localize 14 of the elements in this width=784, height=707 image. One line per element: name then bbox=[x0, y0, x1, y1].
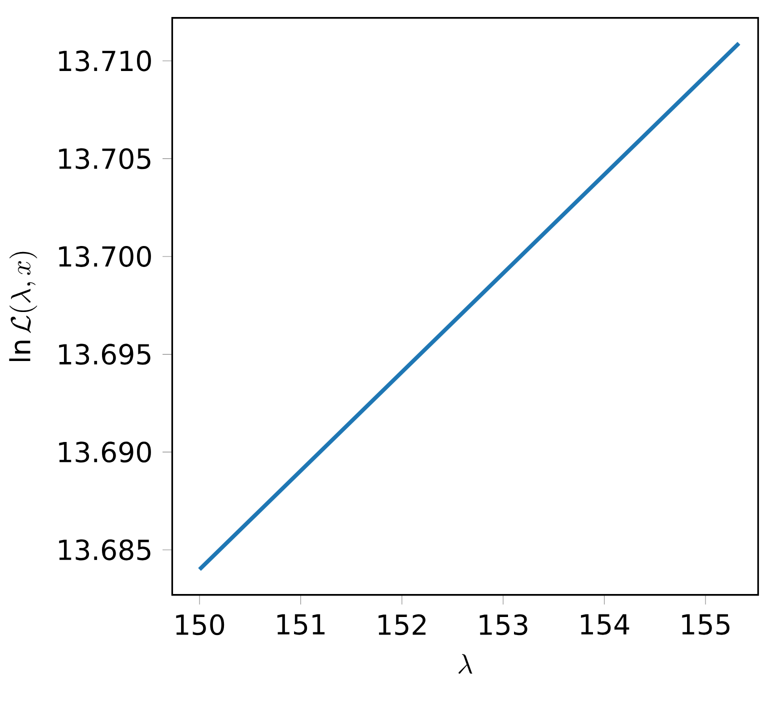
y-tick-label: 13.685 bbox=[59, 539, 150, 560]
x-axis-title: $\lambda$ bbox=[458, 654, 472, 674]
x-tick-label: 150 bbox=[176, 614, 224, 636]
y-tick-label: 13.700 bbox=[59, 246, 151, 267]
x-tick-label: 154 bbox=[580, 614, 630, 635]
x-tick-label: 155 bbox=[682, 614, 730, 635]
y-tick-label: 13.705 bbox=[59, 148, 150, 170]
x-tick-label: 151 bbox=[277, 614, 325, 635]
y-tick-label: 13.690 bbox=[59, 441, 151, 462]
x-tick-label: 152 bbox=[378, 614, 426, 636]
x-tick-label: 153 bbox=[480, 614, 528, 636]
y-tick-label: 13.695 bbox=[59, 344, 150, 365]
y-axis-title: $\ln \mathcal{L}(\lambda, x)$ bbox=[9, 252, 38, 361]
y-tick-label: 13.710 bbox=[59, 50, 151, 72]
